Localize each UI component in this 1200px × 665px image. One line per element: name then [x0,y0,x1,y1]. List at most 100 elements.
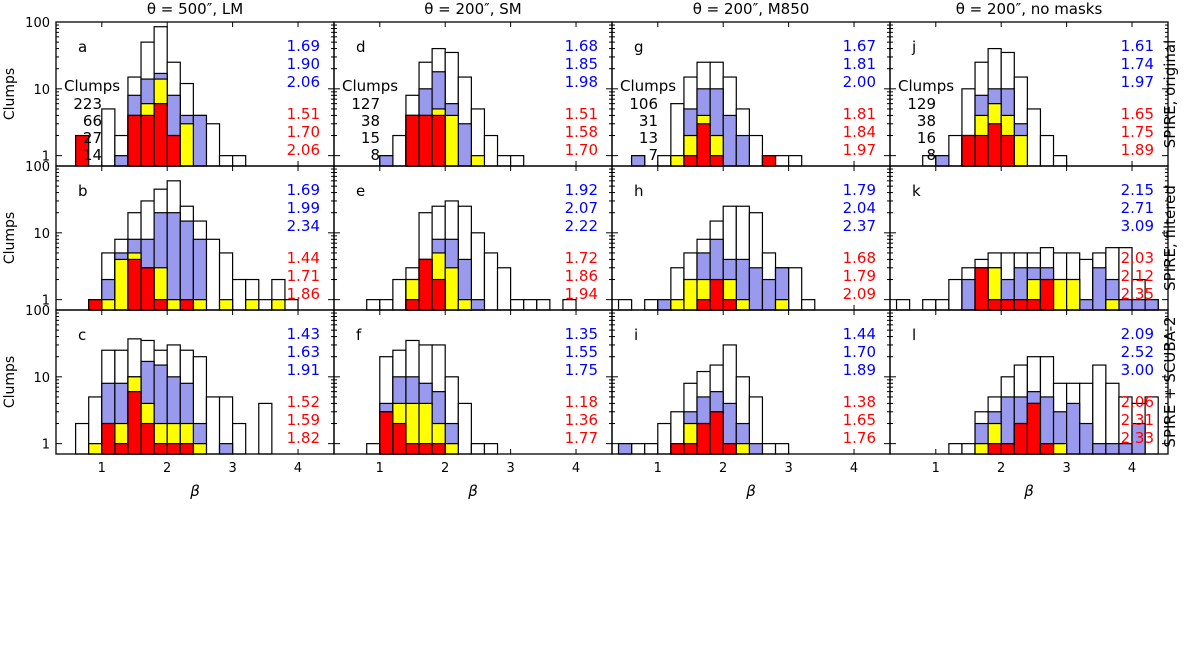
bar-a-red-7 [166,134,181,167]
row-label-1: SPIRE, filtered [1161,185,1179,291]
bar-h-yellow-3 [670,299,685,311]
blue-stat-h-1: 2.04 [843,199,876,217]
x-axis-label-1: β [467,482,478,500]
bar-i-red-5 [683,443,698,455]
bar-e-all-10 [496,267,512,311]
ytick-label-1-1: 1 [42,294,50,309]
bar-l-red-6 [1026,402,1042,455]
bar-i-blue-0 [617,443,633,455]
red-stat-b-0: 1.44 [287,249,320,267]
red-stat-f-2: 1.77 [565,429,598,447]
blue-stat-a-1: 1.90 [287,55,320,73]
bar-b-all-9 [205,238,221,311]
bar-d-all-8 [483,134,499,167]
blue-stat-c-1: 1.63 [287,343,320,361]
bar-k-blue-13 [1079,299,1094,311]
clumps-header-j: Clumps [898,77,954,95]
red-stat-h-1: 1.79 [843,267,876,285]
blue-stat-k-1: 2.71 [1121,199,1154,217]
blue-stat-h-2: 2.37 [843,217,876,235]
bar-e-all-12 [523,299,538,311]
red-stat-a-2: 2.06 [287,141,320,159]
bar-h-red-7 [722,299,737,311]
clump-count-j-3: 8 [926,146,936,164]
blue-stat-l-2: 3.00 [1121,361,1154,379]
bar-k-yellow-15 [1105,299,1120,311]
bar-b-yellow-2 [114,258,129,311]
bar-e-all-8 [470,232,486,311]
bar-h-blue-2 [657,299,672,311]
bar-g-blue-7 [735,134,750,167]
x-axis-label-3: β [1023,482,1034,500]
bar-j-blue-1 [935,155,950,167]
bar-k-yellow-12 [1066,278,1081,311]
bar-g-yellow-2 [670,155,685,167]
bar-k-blue-14 [1092,267,1107,311]
bar-f-all-0 [366,443,381,455]
blue-stat-e-0: 1.92 [565,181,598,199]
bar-g-blue-0 [631,155,646,167]
bar-g-red-5 [709,155,724,167]
row-label-0: SPIRE, original [1161,40,1179,149]
bar-b-yellow-14 [271,299,286,311]
red-stat-g-1: 1.84 [843,123,876,141]
bar-e-red-3 [405,299,420,311]
bar-k-blue-4 [961,278,976,311]
bar-l-blue-11 [1092,443,1107,455]
panel-letter-k: k [912,182,921,200]
bar-i-all-3 [657,422,672,455]
bar-j-all-2 [948,134,963,167]
blue-stat-g-1: 1.81 [843,55,876,73]
bar-h-red-6 [709,278,724,311]
bar-a-all-12 [232,155,247,167]
bar-i-red-7 [709,411,724,455]
blue-stat-g-2: 2.00 [843,73,876,91]
bar-i-all-1 [631,443,646,455]
blue-stat-b-0: 1.69 [287,181,320,199]
blue-stat-b-1: 1.99 [287,199,320,217]
blue-stat-f-1: 1.55 [565,343,598,361]
panel-frame-l [889,309,1169,455]
bar-b-red-4 [140,267,155,311]
clump-count-g-2: 13 [639,129,658,147]
ytick-label-1-10: 10 [33,227,50,242]
bar-h-yellow-8 [735,299,750,311]
bar-k-red-7 [1000,299,1015,311]
bar-h-all-1 [644,299,659,311]
bar-c-red-2 [101,422,116,455]
bar-e-all-1 [379,299,394,311]
bar-l-red-5 [1013,422,1028,455]
xtick-label-0-2: 2 [163,461,171,476]
bar-b-red-7 [179,299,194,311]
xtick-label-2-4: 4 [850,461,858,476]
red-stat-i-1: 1.65 [843,411,876,429]
red-stat-d-1: 1.58 [565,123,598,141]
blue-stat-j-0: 1.61 [1121,37,1154,55]
blue-stat-l-0: 2.09 [1121,325,1154,343]
xtick-label-0-1: 1 [98,461,106,476]
bar-f-all-9 [483,443,499,455]
bar-a-all-10 [205,123,221,167]
bar-l-red-7 [1039,443,1055,455]
bar-g-all-8 [748,134,764,167]
bar-k-red-8 [1013,299,1028,311]
red-stat-f-1: 1.36 [565,411,598,429]
clump-count-d-1: 38 [361,112,380,130]
bar-b-yellow-6 [166,299,181,311]
red-stat-a-1: 1.70 [287,123,320,141]
xtick-label-1-3: 3 [506,461,514,476]
xtick-label-1-4: 4 [572,461,580,476]
red-stat-d-2: 1.70 [565,141,598,159]
x-axis-label-0: β [189,482,200,500]
bar-d-all-1 [392,134,407,167]
blue-stat-b-2: 2.34 [287,217,320,235]
bar-l-yellow-8 [1052,443,1068,455]
bar-g-red-3 [683,155,698,167]
bar-c-blue-11 [218,443,234,455]
bar-f-all-8 [470,443,486,455]
bar-h-yellow-11 [774,299,790,311]
red-stat-g-2: 1.97 [843,141,876,159]
